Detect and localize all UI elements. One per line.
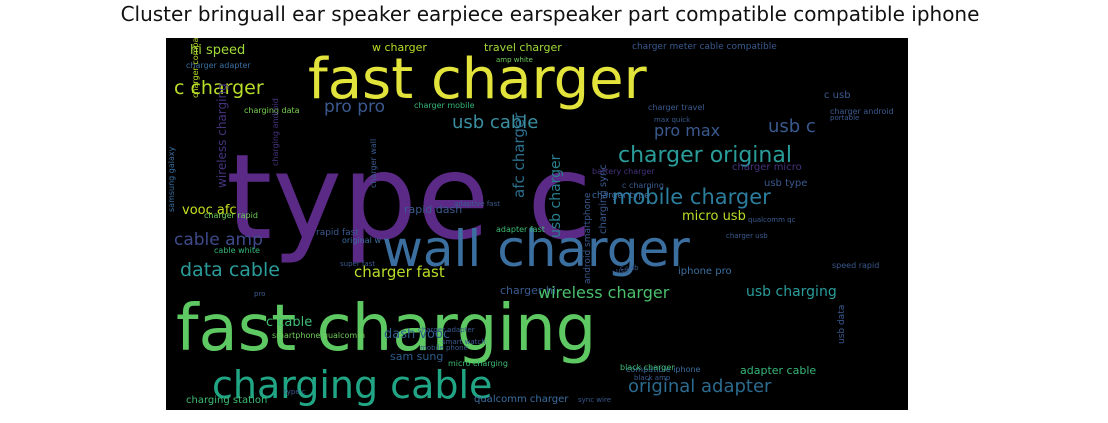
cloud-word-cable-white: cable white <box>214 246 260 255</box>
cloud-word-sam-sung: sam sung <box>390 350 443 363</box>
cloud-word-c-charging: c charging <box>622 181 664 190</box>
cloud-word-pro: pro <box>254 290 265 298</box>
cloud-word-charger-type: charger type <box>592 191 650 201</box>
cloud-word-dash-vooc: dash vooc <box>384 327 450 342</box>
cloud-word-adapter-cable: adapter cable <box>740 364 816 377</box>
cloud-word-travel-charger: travel charger <box>484 41 562 54</box>
figure-title: Cluster bringuall ear speaker earpiece e… <box>120 2 980 26</box>
cloud-word-charger-fast: charger fast <box>354 263 445 281</box>
cloud-word-charging-android: charging android <box>271 98 280 166</box>
cloud-word-charging-sync: charging sync <box>598 164 609 234</box>
cloud-word-charger-travel: charger travel <box>648 103 705 112</box>
cloud-word-wireless-charging: wireless charging <box>215 83 229 188</box>
cloud-word-qualcomm-charger: qualcomm charger <box>474 394 569 405</box>
cloud-word-iphone-pro: iphone pro <box>678 266 732 277</box>
cloud-word-charger-mobile: charger mobile <box>414 101 475 110</box>
cloud-word-wireless-charger: wireless charger <box>538 283 670 302</box>
cloud-word-qualcomm-qc: qualcomm qc <box>748 216 796 224</box>
cloud-word-amp-white: amp white <box>496 56 533 64</box>
cloud-word-smartphone-qualcomm: smartphone qualcomm <box>272 331 365 340</box>
cloud-word-mobile-charger: mobile charger <box>612 185 771 209</box>
cloud-word-usb-data: usb data <box>837 305 847 344</box>
cloud-word-cable-amp: cable amp <box>174 230 263 250</box>
cloud-word-mobile-phone: mobile phone <box>420 344 468 352</box>
cloud-word-charger-meter-cable-compatible: charger meter cable compatible <box>632 42 777 52</box>
cloud-word-black-amp: black amp <box>634 374 671 382</box>
cloud-word-usb-cable: usb cable <box>452 112 538 133</box>
cloud-word-charger-rapid: charger rapid <box>204 211 258 220</box>
cloud-word-usb-charger: usb charger <box>548 154 564 238</box>
cloud-word-micro-charging: micro charging <box>448 359 508 368</box>
cloud-word-c-charger: c charger <box>174 77 264 99</box>
cloud-word-compatible-iphone: compatible iphone <box>626 365 701 374</box>
cloud-word-c-usb: c usb <box>824 90 851 101</box>
cloud-word-usb: usb <box>616 267 629 275</box>
cloud-word-w-charger: w charger <box>372 41 427 54</box>
cloud-word-rapid-fast: rapid fast <box>316 228 359 238</box>
cloud-word-black-charger: black charger <box>620 363 675 372</box>
cloud-word-type-c: type c <box>226 128 592 266</box>
cloud-word-charging-data: charging data <box>244 106 300 115</box>
cloud-word-rapid-dash: rapid dash <box>404 203 462 216</box>
cloud-word-c-cable: c cable <box>266 315 312 330</box>
cloud-word-charger-hi: charger hi <box>500 284 556 297</box>
word-cloud-canvas: type c fast charger wall charger fast charg… <box>167 38 894 407</box>
cloud-word-charger-wall: charger wall <box>369 139 378 188</box>
cloud-word-charger-adapter: charger adapter <box>418 326 475 334</box>
cloud-word-charger-android: charger android <box>830 107 894 116</box>
cloud-word-charger-adapter: charger adapter <box>186 61 251 70</box>
cloud-word-micro-usb: micro usb <box>682 209 746 224</box>
cloud-word-c-usb: c usb <box>620 264 639 272</box>
cloud-word-charging-cable: charging cable <box>212 363 492 407</box>
cloud-word-portable: portable <box>830 114 859 122</box>
word-cloud: type c fast charger wall charger fast charg… <box>166 38 908 410</box>
cloud-word-usb-c: usb c <box>768 116 816 137</box>
cloud-word-charger-original: charger original <box>618 143 792 168</box>
cloud-word-pro-pro: pro pro <box>324 97 385 117</box>
cloud-word-wall-charger: wall charger <box>382 220 690 278</box>
cloud-word-fast-charger: fast charger <box>308 47 648 112</box>
cloud-word-usb-type: usb type <box>764 178 807 189</box>
cloud-word-super-fast: super fast <box>340 260 375 268</box>
cloud-word-type-c: type c <box>284 388 306 396</box>
cloud-word-adapter-fast: adapter fast <box>496 225 545 234</box>
cloud-word-afc-charger: afc charger <box>510 112 528 198</box>
cloud-word-smart-watch: smart watch <box>442 338 486 346</box>
cloud-word-vooc-afc: vooc afc <box>182 203 237 218</box>
cloud-word-original-adapter: original adapter <box>628 376 772 397</box>
cloud-word-speed-rapid: speed rapid <box>832 261 879 270</box>
cloud-word-max-quick: max quick <box>654 116 691 124</box>
cloud-word-fast-charging: fast charging <box>176 292 596 366</box>
cloud-word-data-cable: data cable <box>180 259 280 281</box>
cloud-word-usb-charging: usb charging <box>746 284 837 300</box>
cloud-word-charger-micro: charger micro <box>732 162 802 173</box>
cloud-word-sync-wire: sync wire <box>578 396 611 404</box>
cloud-word-adaptive-fast: adaptive fast <box>454 200 500 208</box>
cloud-word-samsung-galaxy: samsung galaxy <box>167 146 176 212</box>
cloud-word-charger-compatible: charger compatible <box>191 38 200 98</box>
cloud-word-battery-charger: battery charger <box>592 167 655 176</box>
cloud-word-android-smartphone: android smartphone <box>583 192 593 284</box>
cloud-word-original-w: original w <box>342 236 381 245</box>
cloud-word-charger-usb: charger usb <box>726 232 768 240</box>
cloud-word-hi-speed: hi speed <box>190 43 245 58</box>
cloud-word-pro-max: pro max <box>654 121 720 140</box>
cloud-word-charging-station: charging station <box>186 395 267 406</box>
